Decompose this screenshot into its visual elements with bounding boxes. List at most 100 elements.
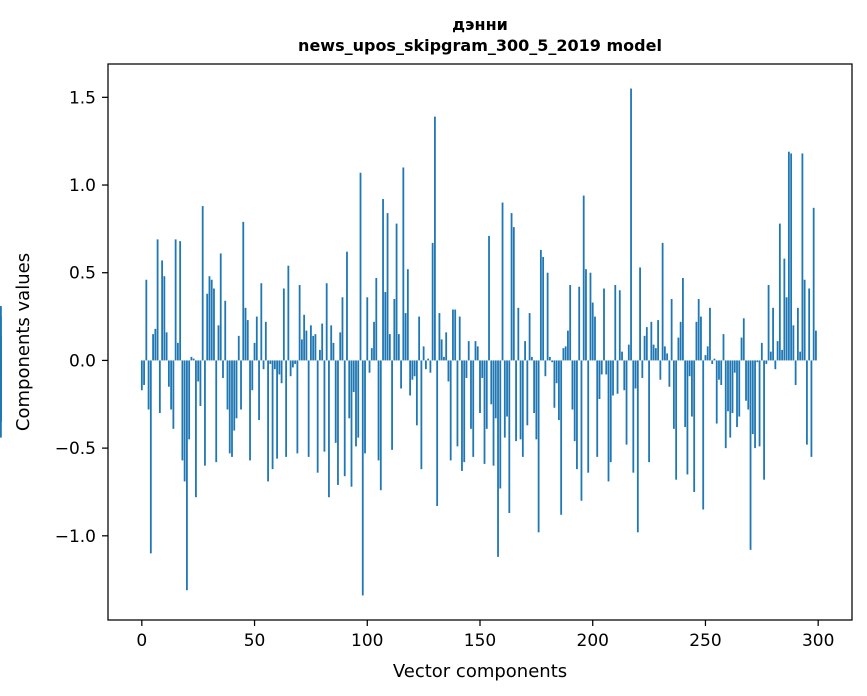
bar (553, 360, 556, 408)
bar (530, 356, 533, 361)
bar (278, 360, 281, 375)
y-tick-label: 1.5 (69, 88, 96, 108)
bar (158, 360, 161, 414)
bar (375, 277, 378, 361)
bar (508, 360, 511, 514)
bars-group (0, 88, 817, 596)
bar (594, 316, 596, 361)
bar (235, 360, 238, 419)
bar (188, 360, 191, 440)
bar (465, 360, 468, 378)
bar (438, 313, 441, 361)
bar (812, 207, 815, 361)
bar (736, 360, 738, 428)
bar (400, 360, 402, 389)
bar (287, 265, 290, 361)
bar (409, 360, 412, 396)
bar (359, 172, 362, 361)
bar (298, 285, 301, 361)
bar (738, 360, 741, 417)
bar (544, 360, 547, 377)
bar (276, 360, 278, 459)
bar (461, 360, 463, 471)
bar (706, 346, 709, 361)
bar (208, 276, 211, 361)
x-tick-label: 250 (689, 631, 721, 651)
bar (614, 285, 617, 361)
bar (476, 346, 479, 361)
bar (537, 360, 540, 533)
bar (481, 360, 484, 378)
bar (636, 360, 639, 533)
bar (449, 360, 452, 461)
bar (783, 258, 786, 361)
bar (645, 327, 648, 361)
bar (740, 337, 743, 361)
bar (321, 323, 324, 361)
bar (467, 341, 470, 361)
bar (704, 355, 707, 361)
bar (280, 360, 283, 384)
bar (170, 360, 173, 410)
bar (634, 360, 637, 389)
bar (472, 360, 475, 457)
bar (582, 195, 585, 361)
bar (672, 360, 675, 429)
bar (393, 299, 396, 361)
bar (296, 360, 299, 454)
bar (217, 325, 220, 361)
bar (388, 334, 391, 361)
bar (731, 360, 734, 414)
bar (422, 346, 425, 361)
bar (479, 360, 481, 414)
bar (303, 314, 306, 361)
y-axis-label: Components values (13, 253, 34, 431)
bar (431, 242, 434, 361)
bar (524, 341, 526, 361)
bar (140, 360, 143, 391)
bar (501, 202, 504, 361)
bar (352, 360, 355, 392)
bar (776, 341, 779, 361)
bar (769, 351, 772, 361)
bar (0, 360, 2, 419)
bar (395, 223, 398, 361)
bar (456, 360, 459, 447)
bar (499, 360, 502, 489)
bar (463, 360, 466, 463)
bar (355, 360, 357, 447)
bar (659, 360, 662, 380)
bar (334, 360, 337, 443)
bar (682, 277, 684, 361)
bar (190, 356, 193, 361)
bar (691, 360, 693, 417)
x-tick-label: 300 (802, 631, 834, 651)
bar (379, 360, 382, 491)
bar (749, 360, 752, 550)
bar (605, 360, 608, 375)
bar (364, 360, 366, 454)
bar (519, 360, 522, 440)
bar (713, 358, 716, 361)
bar (533, 360, 536, 414)
bar (576, 360, 578, 470)
bar (377, 360, 380, 461)
bar (742, 318, 745, 361)
bar (253, 342, 256, 361)
bar (271, 360, 274, 470)
bar (368, 360, 371, 373)
bar (618, 290, 621, 361)
bar (332, 342, 335, 361)
bar (670, 299, 673, 361)
bar (724, 360, 727, 449)
bar (258, 360, 260, 421)
bar (402, 167, 405, 361)
bar (427, 358, 430, 361)
bar (215, 360, 218, 463)
bar (384, 292, 387, 361)
bar (339, 332, 342, 361)
bar (558, 360, 560, 421)
bar (382, 199, 384, 361)
bar (747, 360, 750, 410)
bar (806, 360, 808, 445)
